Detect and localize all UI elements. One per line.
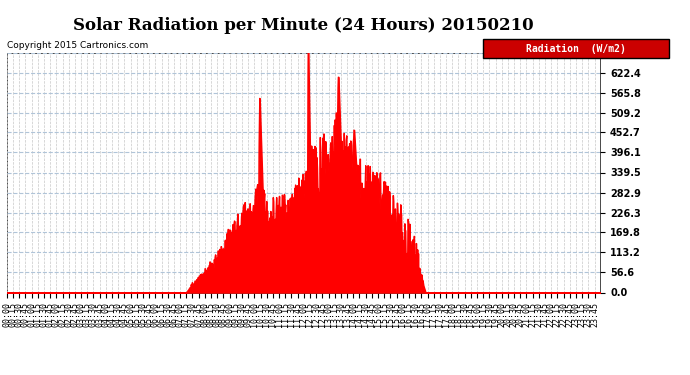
Text: Copyright 2015 Cartronics.com: Copyright 2015 Cartronics.com — [7, 41, 148, 50]
Text: Radiation  (W/m2): Radiation (W/m2) — [526, 44, 626, 54]
Text: Solar Radiation per Minute (24 Hours) 20150210: Solar Radiation per Minute (24 Hours) 20… — [73, 17, 534, 34]
